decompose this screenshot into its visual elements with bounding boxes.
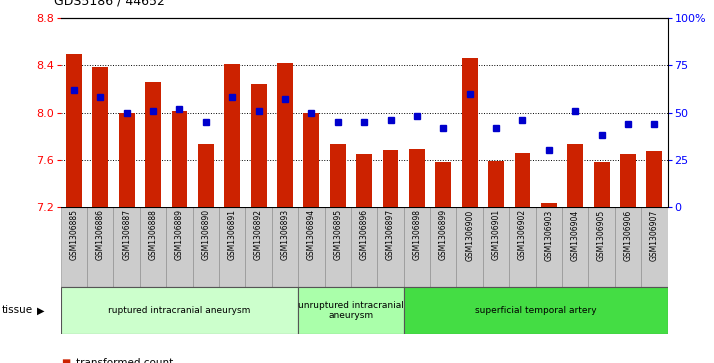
Text: ■: ■ [61, 358, 70, 363]
Bar [61, 207, 87, 287]
Text: transformed count: transformed count [76, 358, 174, 363]
Bar [620, 154, 636, 207]
Bar [303, 113, 319, 207]
Bar [562, 207, 588, 287]
Text: GSM1306902: GSM1306902 [518, 209, 527, 260]
Bar [383, 150, 398, 207]
Bar [356, 154, 372, 207]
Bar [646, 151, 663, 207]
Bar [430, 207, 456, 287]
Bar [515, 152, 531, 207]
Text: GSM1306903: GSM1306903 [544, 209, 553, 261]
Bar [462, 58, 478, 207]
Text: GSM1306889: GSM1306889 [175, 209, 184, 260]
Bar [456, 207, 483, 287]
Bar [224, 64, 240, 207]
Bar [219, 207, 246, 287]
Text: tissue: tissue [2, 305, 34, 315]
Bar [298, 207, 325, 287]
Text: GSM1306905: GSM1306905 [597, 209, 606, 261]
Bar [594, 162, 610, 207]
Bar [641, 207, 668, 287]
Text: GDS5186 / 44652: GDS5186 / 44652 [54, 0, 164, 7]
Bar [92, 66, 109, 207]
Text: unruptured intracranial
aneurysm: unruptured intracranial aneurysm [298, 301, 404, 320]
Bar [615, 207, 641, 287]
Bar [298, 287, 403, 334]
Bar [541, 203, 557, 207]
Text: GSM1306907: GSM1306907 [650, 209, 659, 261]
Bar [277, 63, 293, 207]
Bar [325, 207, 351, 287]
Bar [409, 149, 425, 207]
Text: GSM1306894: GSM1306894 [307, 209, 316, 260]
Text: GSM1306900: GSM1306900 [466, 209, 474, 261]
Bar [377, 207, 403, 287]
Bar [568, 144, 583, 207]
Bar [87, 207, 114, 287]
Bar [140, 207, 166, 287]
Bar [351, 207, 377, 287]
Bar [119, 113, 134, 207]
Bar [536, 207, 562, 287]
Text: GSM1306898: GSM1306898 [413, 209, 421, 260]
Text: GSM1306888: GSM1306888 [149, 209, 158, 260]
Text: GSM1306886: GSM1306886 [96, 209, 105, 260]
Text: GSM1306893: GSM1306893 [281, 209, 289, 260]
Bar [61, 287, 298, 334]
Text: GSM1306904: GSM1306904 [570, 209, 580, 261]
Bar [171, 111, 187, 207]
Bar [488, 161, 504, 207]
Bar [251, 84, 266, 207]
Text: superficial temporal artery: superficial temporal artery [475, 306, 596, 315]
Bar [145, 82, 161, 207]
Bar [403, 287, 668, 334]
Bar [436, 162, 451, 207]
Text: GSM1306901: GSM1306901 [491, 209, 501, 260]
Text: GSM1306906: GSM1306906 [623, 209, 633, 261]
Bar [66, 53, 82, 207]
Bar [246, 207, 272, 287]
Text: GSM1306897: GSM1306897 [386, 209, 395, 260]
Text: GSM1306892: GSM1306892 [254, 209, 263, 260]
Bar [114, 207, 140, 287]
Bar [272, 207, 298, 287]
Bar [330, 144, 346, 207]
Bar [193, 207, 219, 287]
Text: ruptured intracranial aneurysm: ruptured intracranial aneurysm [109, 306, 251, 315]
Text: ▶: ▶ [37, 305, 45, 315]
Bar [588, 207, 615, 287]
Text: GSM1306896: GSM1306896 [360, 209, 368, 260]
Text: GSM1306895: GSM1306895 [333, 209, 342, 260]
Text: GSM1306891: GSM1306891 [228, 209, 237, 260]
Bar [198, 144, 213, 207]
Text: GSM1306887: GSM1306887 [122, 209, 131, 260]
Text: GSM1306885: GSM1306885 [69, 209, 79, 260]
Text: GSM1306890: GSM1306890 [201, 209, 211, 260]
Bar [483, 207, 509, 287]
Text: GSM1306899: GSM1306899 [439, 209, 448, 260]
Bar [403, 207, 430, 287]
Bar [166, 207, 193, 287]
Bar [509, 207, 536, 287]
